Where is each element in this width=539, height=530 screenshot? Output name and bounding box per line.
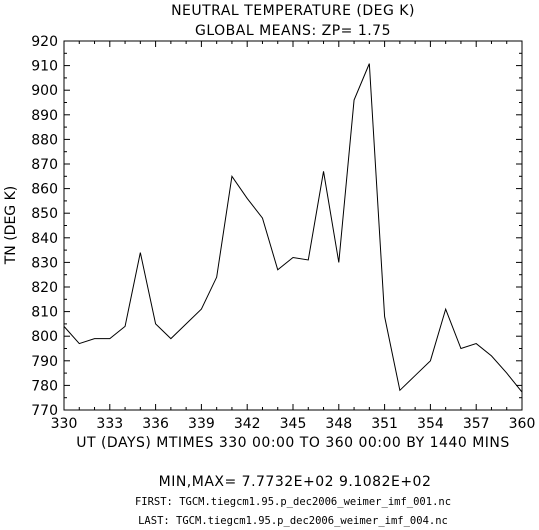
y-axis: 770 780 790 800 810 820 830 840 850 860 870 880 890 9… [31, 34, 522, 419]
x-tick-label: 348 [325, 416, 352, 432]
y-tick-label: 860 [31, 182, 58, 198]
y-tick-label: 890 [31, 108, 58, 124]
x-tick-label: 336 [142, 416, 169, 432]
x-axis-label: UT (DAYS) MTIMES 330 00:00 TO 360 00:00 … [76, 435, 510, 451]
y-tick-label: 830 [31, 255, 58, 271]
x-tick-label: 351 [371, 416, 398, 432]
y-tick-label: 770 [31, 403, 58, 419]
y-tick-label: 920 [31, 34, 58, 50]
y-tick-label: 810 [31, 305, 58, 321]
data-points [64, 64, 522, 392]
minmax-label: MIN,MAX= 7.7732E+02 9.1082E+02 [159, 474, 432, 490]
y-tick-label: 800 [31, 329, 58, 345]
y-tick-label: 790 [31, 354, 58, 370]
series-line [63, 63, 523, 393]
y-tick-label: 840 [31, 231, 58, 247]
y-tick-label: 900 [31, 83, 58, 99]
y-tick-label: 850 [31, 206, 58, 222]
last-file-label: LAST: TGCM.tiegcm1.95.p_dec2006_weimer_i… [138, 515, 448, 527]
x-tick-label: 357 [463, 416, 490, 432]
x-tick-label: 360 [509, 416, 536, 432]
chart-title: NEUTRAL TEMPERATURE (DEG K) [171, 3, 415, 19]
x-tick-label: 342 [234, 416, 261, 432]
y-axis-label: TN (DEG K) [3, 186, 19, 266]
chart-subtitle: GLOBAL MEANS: ZP= 1.75 [195, 23, 391, 39]
plot-frame [63, 40, 523, 411]
x-tick-label: 354 [417, 416, 444, 432]
y-tick-label: 870 [31, 157, 58, 173]
y-tick-label: 880 [31, 132, 58, 148]
x-tick-label: 345 [280, 416, 307, 432]
y-tick-label: 820 [31, 280, 58, 296]
y-tick-label: 780 [31, 378, 58, 394]
y-tick-label: 910 [31, 59, 58, 75]
x-tick-label: 330 [51, 416, 78, 432]
x-axis: 330 333 336 339 342 345 348 351 354 357 360 [51, 41, 536, 432]
x-tick-label: 339 [188, 416, 215, 432]
x-tick-label: 333 [96, 416, 123, 432]
first-file-label: FIRST: TGCM.tiegcm1.95.p_dec2006_weimer_… [135, 496, 451, 508]
